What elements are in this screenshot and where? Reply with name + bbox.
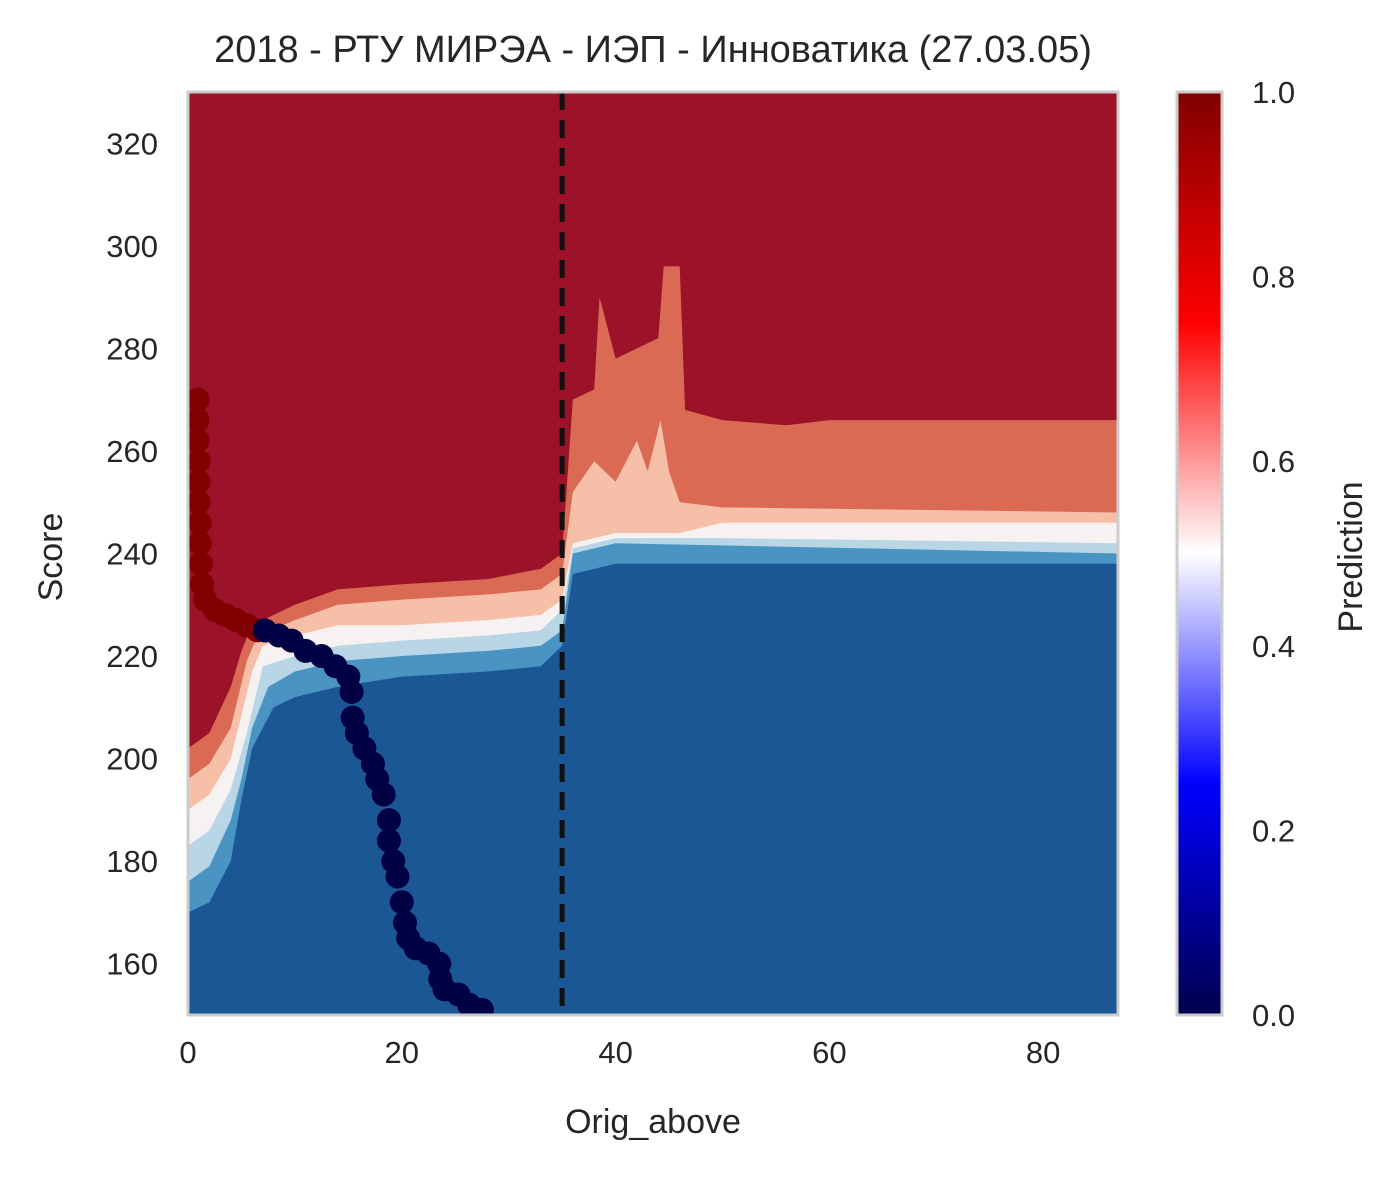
colorbar-tick-label: 1.0 [1252, 75, 1295, 110]
x-tick-label: 20 [385, 1035, 419, 1070]
colorbar-tick-label: 0.8 [1252, 260, 1295, 295]
colorbar-tick-label: 0.0 [1252, 998, 1295, 1033]
y-tick-label: 300 [106, 229, 158, 264]
data-point [188, 551, 213, 576]
contour-band-6 [188, 563, 1118, 1015]
data-point [376, 808, 401, 833]
y-tick-label: 280 [106, 331, 158, 366]
y-tick-label: 240 [106, 537, 158, 572]
y-axis-ticks: 160 180 200 220 240 260 280 300 320 [106, 126, 158, 981]
y-tick-label: 180 [106, 844, 158, 879]
x-tick-label: 60 [812, 1035, 846, 1070]
x-axis-label: Orig_above [565, 1103, 741, 1141]
y-tick-label: 200 [106, 742, 158, 777]
data-point [188, 469, 211, 494]
data-point [371, 782, 396, 807]
colorbar-ticks: 0.0 0.2 0.4 0.6 0.8 1.0 [1252, 75, 1295, 1033]
colorbar-tick-label: 0.4 [1252, 629, 1295, 664]
data-point [339, 679, 364, 704]
y-tick-label: 260 [106, 434, 158, 469]
colorbar-tick-label: 0.6 [1252, 444, 1295, 479]
colorbar [1175, 90, 1224, 1017]
data-point [376, 828, 401, 853]
y-tick-label: 220 [106, 639, 158, 674]
data-point [188, 531, 212, 556]
y-axis-label: Score [32, 513, 70, 602]
plot-frame [186, 90, 1120, 1017]
prediction-points [188, 387, 494, 1015]
x-tick-label: 80 [1026, 1035, 1060, 1070]
data-point [469, 997, 494, 1015]
y-tick-label: 160 [106, 947, 158, 982]
plot-area [188, 92, 1118, 1015]
colorbar-label: Prediction [1332, 481, 1370, 632]
data-point [188, 428, 210, 453]
data-point [188, 510, 212, 535]
x-axis-ticks: 0 20 40 60 80 [179, 1035, 1060, 1070]
data-point [188, 387, 210, 412]
chart-title: 2018 - РТУ МИРЭА - ИЭП - Инноватика (27.… [214, 29, 1092, 71]
x-tick-label: 40 [598, 1035, 632, 1070]
data-point [188, 449, 211, 474]
data-point [188, 408, 210, 433]
contour-bands [188, 92, 1118, 1015]
data-point [188, 490, 211, 515]
y-tick-label: 320 [106, 126, 158, 161]
colorbar-tick-label: 0.2 [1252, 813, 1295, 848]
data-point [385, 864, 410, 889]
data-point [389, 890, 414, 915]
x-tick-label: 0 [179, 1035, 196, 1070]
